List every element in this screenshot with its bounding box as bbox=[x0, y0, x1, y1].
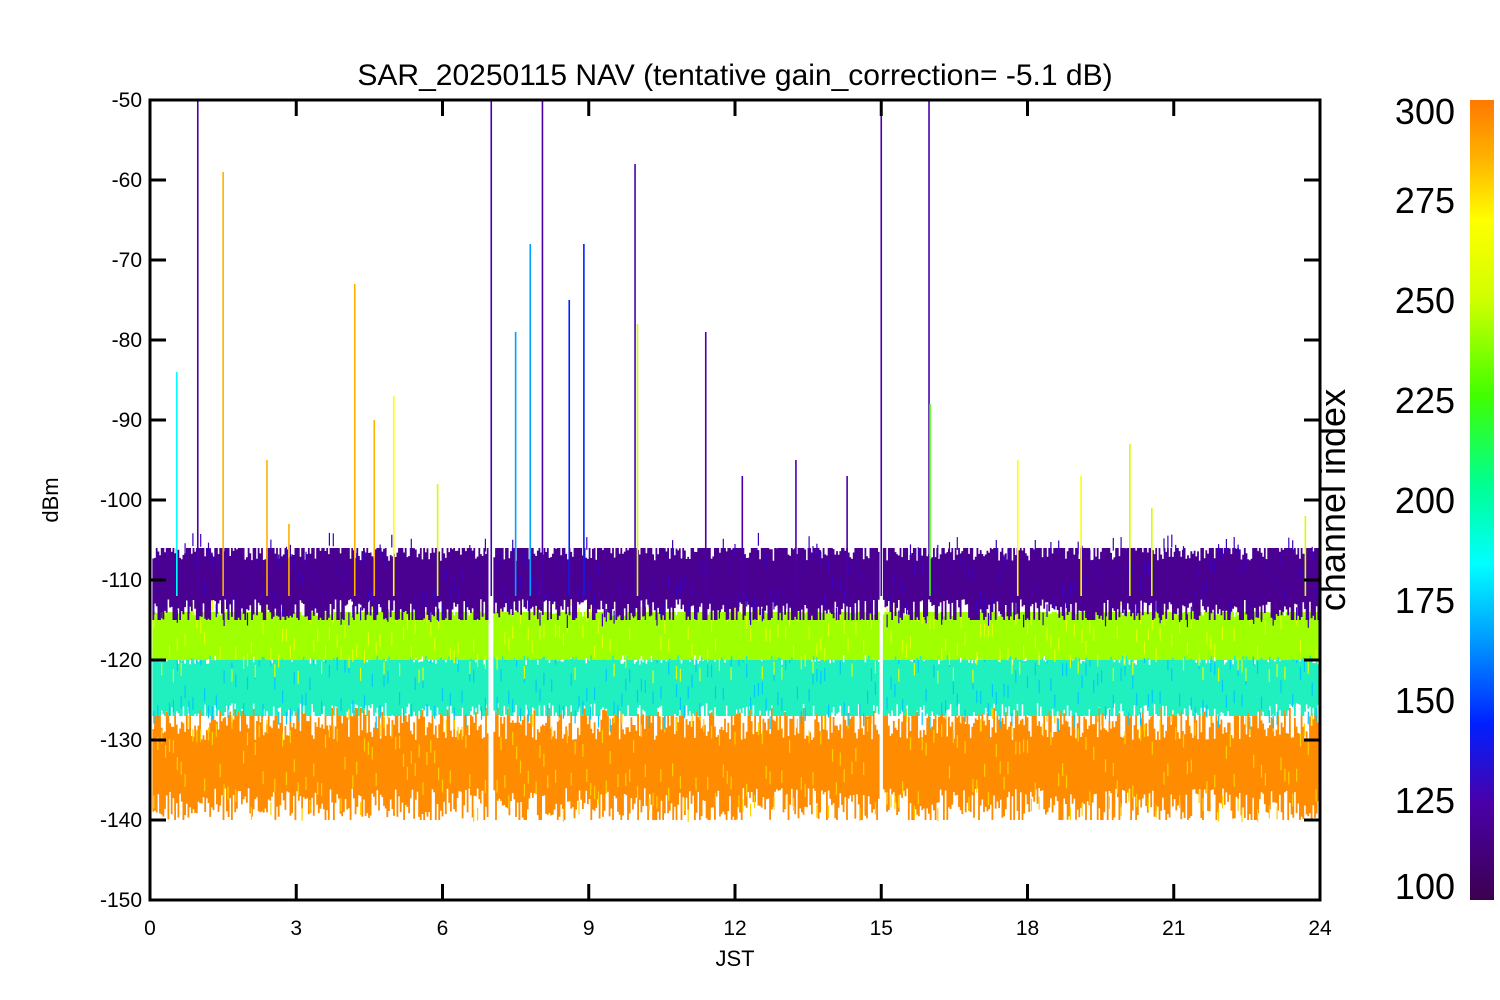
y-tick-label: -130 bbox=[100, 729, 142, 752]
series-band bbox=[152, 532, 1320, 628]
x-tick-label: 24 bbox=[1308, 917, 1332, 940]
x-axis-label: JST bbox=[715, 946, 754, 971]
y-tick-label: -60 bbox=[112, 169, 142, 192]
y-tick-label: -120 bbox=[100, 649, 142, 672]
colorbar-tick-label: 250 bbox=[1395, 280, 1455, 321]
colorbar-label: channel index bbox=[1312, 389, 1353, 611]
x-tick-label: 21 bbox=[1162, 917, 1185, 940]
series-noise-detail bbox=[153, 532, 1320, 628]
colorbar bbox=[1470, 100, 1494, 900]
x-tick-label: 18 bbox=[1016, 917, 1039, 940]
axis-ticks: 0 3 6 9 12 15 18 21 24 -50 -60 -70 -80 -90 -100 -110 -12… bbox=[100, 89, 1332, 940]
y-axis-label: dBm bbox=[38, 477, 63, 522]
y-tick-label: -110 bbox=[102, 569, 142, 592]
series-band bbox=[152, 706, 1320, 823]
y-tick-label: -100 bbox=[100, 489, 142, 512]
colorbar-tick-label: 175 bbox=[1395, 580, 1455, 621]
colorbar-tick-label: 150 bbox=[1395, 680, 1455, 721]
colorbar-tick-label: 125 bbox=[1395, 780, 1455, 821]
colorbar-ticks: 300 275 250 225 200 175 150 125 100 bbox=[1395, 91, 1455, 907]
colorbar-tick-label: 200 bbox=[1395, 480, 1455, 521]
plot-area bbox=[152, 100, 1320, 823]
colorbar-tick-label: 225 bbox=[1395, 380, 1455, 421]
x-tick-label: 6 bbox=[437, 917, 449, 940]
y-tick-label: -70 bbox=[112, 249, 142, 272]
colorbar-tick-label: 300 bbox=[1395, 91, 1455, 132]
y-tick-label: -90 bbox=[112, 409, 142, 432]
x-tick-label: 0 bbox=[144, 917, 156, 940]
y-tick-label: -140 bbox=[100, 809, 142, 832]
series-noise-trace bbox=[152, 548, 1320, 620]
y-tick-label: -80 bbox=[112, 329, 142, 352]
x-tick-label: 15 bbox=[870, 917, 893, 940]
colorbar-tick-label: 275 bbox=[1395, 180, 1455, 221]
x-tick-label: 3 bbox=[290, 917, 302, 940]
colorbar-tick-label: 100 bbox=[1395, 866, 1455, 907]
y-tick-label: -50 bbox=[112, 89, 142, 112]
x-tick-label: 9 bbox=[583, 917, 595, 940]
y-tick-label: -150 bbox=[100, 889, 142, 912]
x-tick-label: 12 bbox=[723, 917, 746, 940]
chart-title: SAR_20250115 NAV (tentative gain_correct… bbox=[357, 59, 1112, 92]
